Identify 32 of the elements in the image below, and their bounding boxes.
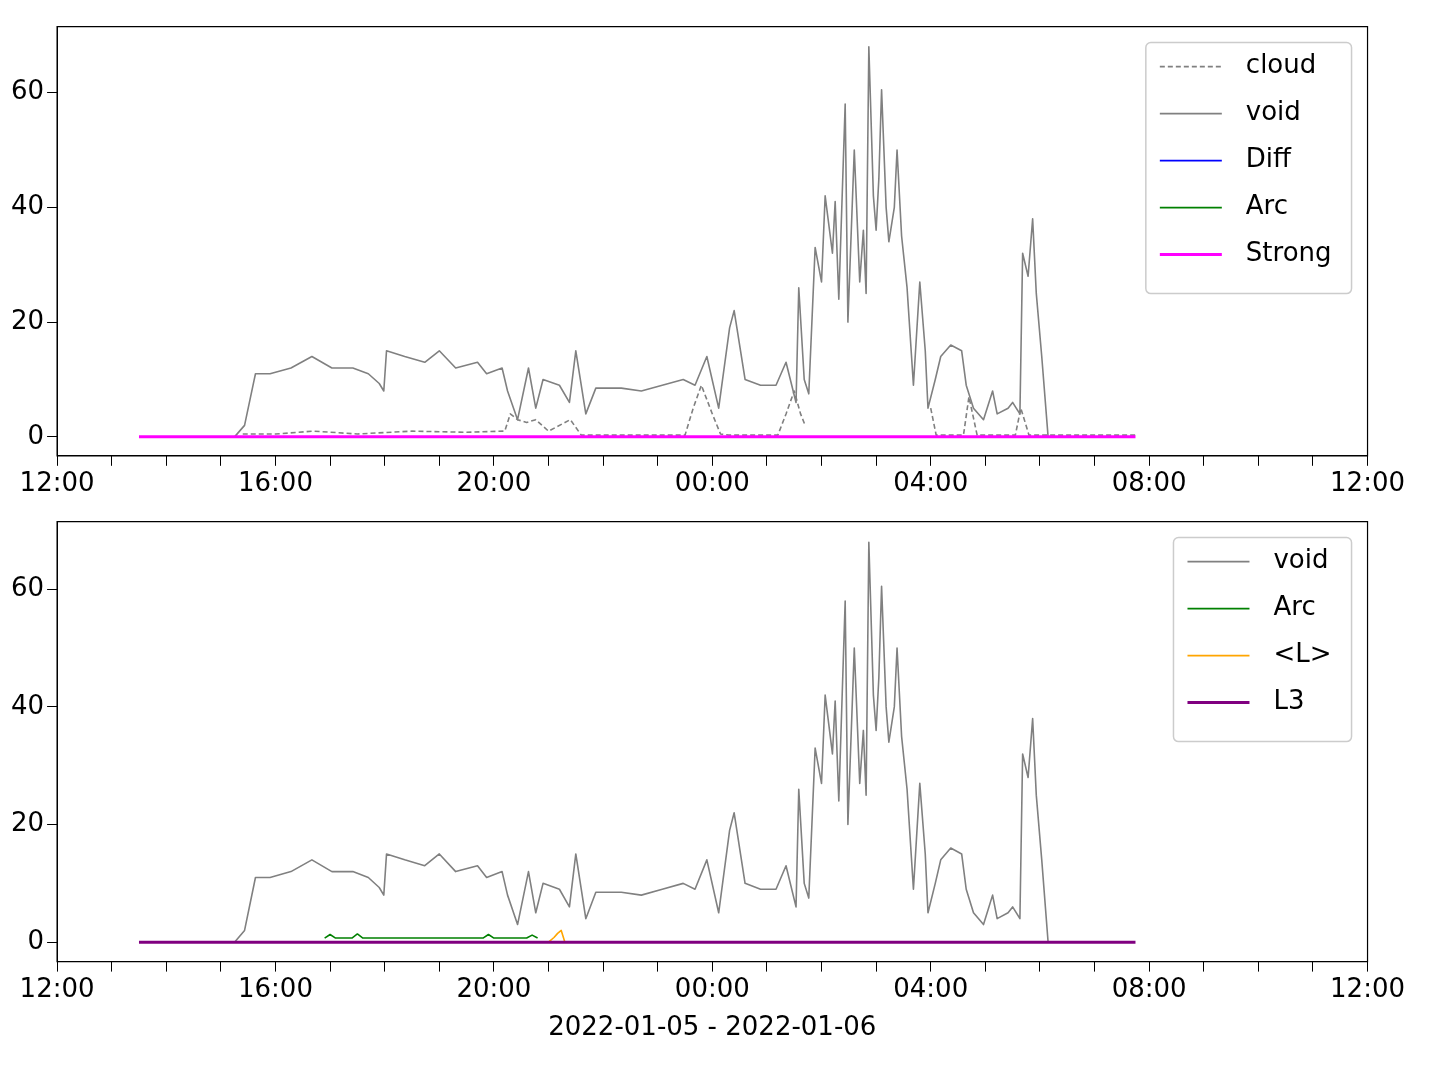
x-axis-title: 2022-01-05 - 2022-01-06 (548, 1011, 877, 1042)
y-tick-label: 20 (10, 807, 45, 838)
x-tick-label: 16:00 (238, 972, 313, 1003)
legend-label: cloud (1245, 49, 1317, 80)
y-tick-label: 60 (10, 75, 45, 106)
x-tick-label: 16:00 (238, 467, 313, 498)
y-tick-label: 0 (27, 924, 45, 955)
y-tick-label: 40 (10, 689, 45, 720)
x-tick-label: 12:00 (19, 467, 95, 498)
x-tick-label: 04:00 (893, 467, 969, 498)
x-tick-label: 00:00 (674, 467, 750, 498)
x-tick-label: 12:00 (1330, 467, 1405, 498)
legend-label: Arc (1245, 190, 1289, 221)
x-tick-label: 12:00 (1330, 972, 1405, 1003)
legend-label: L3 (1273, 685, 1305, 716)
legend-label: Strong (1245, 237, 1332, 268)
x-tick-label: 08:00 (1111, 467, 1187, 498)
legend-label: Diff (1245, 143, 1293, 174)
y-tick-label: 20 (10, 304, 45, 335)
x-tick-label: 00:00 (674, 972, 750, 1003)
y-tick-label: 60 (10, 572, 45, 602)
x-tick-label: 08:00 (1111, 972, 1187, 1003)
x-tick-label: 20:00 (456, 972, 532, 1003)
x-tick-label: 04:00 (893, 972, 969, 1003)
legend-label: void (1245, 96, 1301, 127)
x-tick-label: 12:00 (19, 972, 95, 1003)
y-tick-label: 0 (27, 419, 45, 450)
legend-label: void (1273, 544, 1329, 575)
legend-label: Arc (1273, 591, 1316, 622)
legend-label: <L> (1273, 638, 1332, 669)
y-tick-label: 40 (10, 190, 45, 221)
x-tick-label: 20:00 (456, 467, 532, 498)
